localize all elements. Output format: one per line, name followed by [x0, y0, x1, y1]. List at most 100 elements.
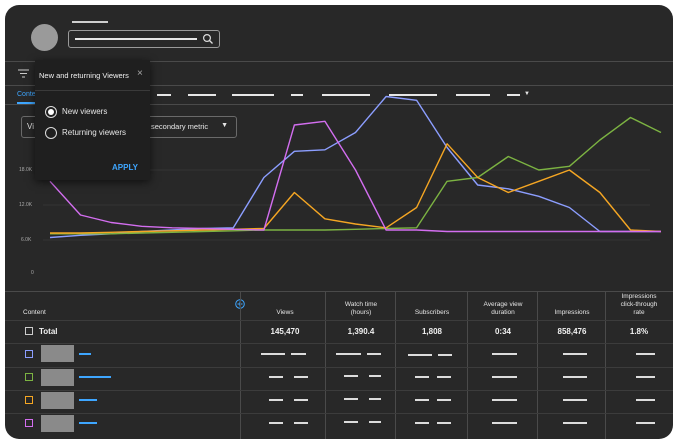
option-new-viewers[interactable]: New viewers	[45, 106, 145, 120]
total-impressions: 858,476	[557, 327, 587, 336]
cell-placeholder	[369, 375, 381, 377]
secondary-metric-label: secondary metric	[151, 122, 209, 131]
cell-placeholder	[344, 421, 358, 423]
video-title-link[interactable]	[79, 353, 91, 355]
row-divider	[5, 413, 673, 414]
filter-icon[interactable]	[18, 68, 29, 79]
video-title-link[interactable]	[79, 376, 111, 378]
cell-placeholder	[269, 399, 283, 401]
y-tick-label: 6.0K	[21, 237, 32, 243]
header-average-view-duration[interactable]: Average view duration	[483, 301, 523, 316]
cell-placeholder	[492, 422, 517, 424]
cell-placeholder	[415, 399, 429, 401]
total-impressions-ctr: 1.8%	[629, 327, 649, 336]
tab-placeholder[interactable]	[456, 94, 490, 96]
row-checkbox[interactable]	[25, 373, 33, 381]
cell-placeholder	[563, 376, 587, 378]
total-average-view-duration: 0:34	[494, 327, 511, 336]
tab-placeholder[interactable]	[291, 94, 303, 96]
cell-placeholder	[492, 376, 517, 378]
radio-selected-dot	[48, 109, 54, 115]
header-impressions[interactable]: Impressions	[554, 309, 590, 316]
search-placeholder	[75, 38, 197, 40]
row-checkbox[interactable]	[25, 419, 33, 427]
cell-placeholder	[415, 376, 429, 378]
tab-placeholder[interactable]	[157, 94, 171, 96]
cell-placeholder	[367, 353, 381, 355]
column-divider	[325, 291, 326, 439]
viewer-filter-popup: New and returning Viewers × New viewers …	[35, 60, 150, 180]
avatar[interactable]	[31, 24, 58, 51]
video-title-link[interactable]	[79, 422, 97, 424]
cell-placeholder	[438, 354, 452, 356]
search-icon[interactable]	[202, 33, 214, 45]
tab-placeholder[interactable]	[322, 94, 370, 96]
popup-title: New and returning Viewers	[39, 71, 129, 80]
cell-placeholder	[408, 354, 432, 356]
cell-placeholder	[415, 422, 429, 424]
row-divider	[5, 390, 673, 391]
tabs-divider	[5, 104, 673, 105]
tab-placeholder[interactable]	[188, 94, 216, 96]
header-divider	[5, 61, 673, 62]
cell-placeholder	[636, 399, 655, 401]
cell-placeholder	[563, 353, 587, 355]
triangle-down-icon: ▼	[221, 122, 228, 129]
cell-placeholder	[369, 398, 381, 400]
radio-new-viewers[interactable]	[45, 106, 57, 118]
cell-placeholder	[369, 421, 381, 423]
video-title-link[interactable]	[79, 399, 97, 401]
select-all-checkbox[interactable]	[25, 327, 33, 335]
popup-divider	[35, 90, 150, 91]
video-thumbnail[interactable]	[41, 415, 74, 432]
video-thumbnail[interactable]	[41, 392, 74, 409]
cell-placeholder	[269, 422, 283, 424]
option-returning-viewers[interactable]: Returning viewers	[45, 127, 145, 141]
table-top-border	[5, 291, 673, 292]
radio-returning-viewers[interactable]	[45, 127, 57, 139]
row-divider	[5, 320, 673, 321]
series-line-4	[49, 120, 661, 233]
tab-placeholder[interactable]	[232, 94, 274, 96]
header-impressions-ctr[interactable]: Impressions click-through rate	[620, 293, 658, 316]
series-line-2	[50, 116, 662, 235]
option-label: New viewers	[62, 107, 108, 116]
y-tick-label: 12.0K	[19, 202, 33, 208]
header-views[interactable]: Views	[276, 309, 294, 316]
row-checkbox[interactable]	[25, 350, 33, 358]
tab-active-indicator	[17, 102, 35, 104]
header-content[interactable]: Content	[23, 309, 46, 316]
tab-content[interactable]: Conte	[17, 91, 36, 98]
column-divider	[537, 291, 538, 439]
close-icon[interactable]: ×	[137, 68, 143, 79]
cell-placeholder	[636, 376, 655, 378]
header-watch-time[interactable]: Watch time (hours)	[344, 301, 378, 316]
apply-button[interactable]: APPLY	[112, 163, 138, 172]
header-subscribers[interactable]: Subscribers	[414, 309, 450, 316]
cell-placeholder	[269, 376, 283, 378]
total-views: 145,470	[270, 327, 300, 336]
channel-title-placeholder	[72, 21, 108, 23]
row-divider	[5, 343, 673, 344]
search-input[interactable]	[68, 30, 220, 48]
more-tabs-icon[interactable]: ▼	[524, 91, 530, 97]
tab-placeholder[interactable]	[389, 94, 437, 96]
row-checkbox[interactable]	[25, 396, 33, 404]
cell-placeholder	[437, 376, 451, 378]
column-divider	[395, 291, 396, 439]
row-divider	[5, 367, 673, 368]
total-subscribers: 1,808	[421, 327, 443, 336]
tab-placeholder[interactable]	[507, 94, 520, 96]
video-thumbnail[interactable]	[41, 369, 74, 386]
cell-placeholder	[437, 422, 451, 424]
cell-placeholder	[492, 399, 517, 401]
video-thumbnail[interactable]	[41, 345, 74, 362]
cell-placeholder	[344, 375, 358, 377]
cell-placeholder	[636, 353, 655, 355]
cell-placeholder	[437, 399, 451, 401]
cell-placeholder	[563, 422, 587, 424]
cell-placeholder	[344, 398, 358, 400]
total-watch-time: 1,390.4	[347, 327, 375, 336]
series-line-3	[50, 143, 662, 234]
option-label: Returning viewers	[62, 128, 127, 137]
